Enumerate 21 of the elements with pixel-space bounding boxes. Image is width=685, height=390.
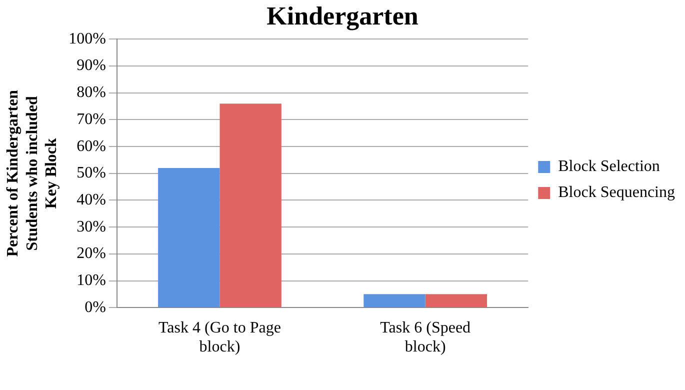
x-tick-label: Task 6 (Speed block) bbox=[380, 319, 471, 356]
y-tick-label: 70% bbox=[76, 110, 106, 128]
y-tick-label: 60% bbox=[76, 138, 106, 155]
chart-title: Kindergarten bbox=[266, 1, 419, 30]
legend-label: Block Sequencing bbox=[558, 184, 676, 202]
y-axis-title: Percent of Kindergarten Students who included Key Block bbox=[4, 90, 60, 257]
bar bbox=[425, 294, 488, 308]
y-tick-label: 10% bbox=[76, 272, 106, 289]
y-tick-label: 20% bbox=[76, 245, 106, 262]
y-tick-label: 100% bbox=[68, 30, 106, 48]
y-tick-label: 90% bbox=[76, 57, 106, 74]
legend-label: Block Selection bbox=[558, 158, 660, 176]
x-tick-label: Task 4 (Go to Page block) bbox=[158, 319, 281, 356]
y-tick-label: 30% bbox=[76, 218, 106, 236]
y-tick-label: 80% bbox=[76, 84, 106, 102]
y-tick-label: 40% bbox=[76, 191, 106, 208]
bar bbox=[364, 294, 426, 308]
y-tick-label: 0% bbox=[84, 298, 106, 316]
y-tick-label: 50% bbox=[76, 164, 106, 182]
bar bbox=[158, 168, 220, 308]
bar bbox=[220, 104, 282, 308]
